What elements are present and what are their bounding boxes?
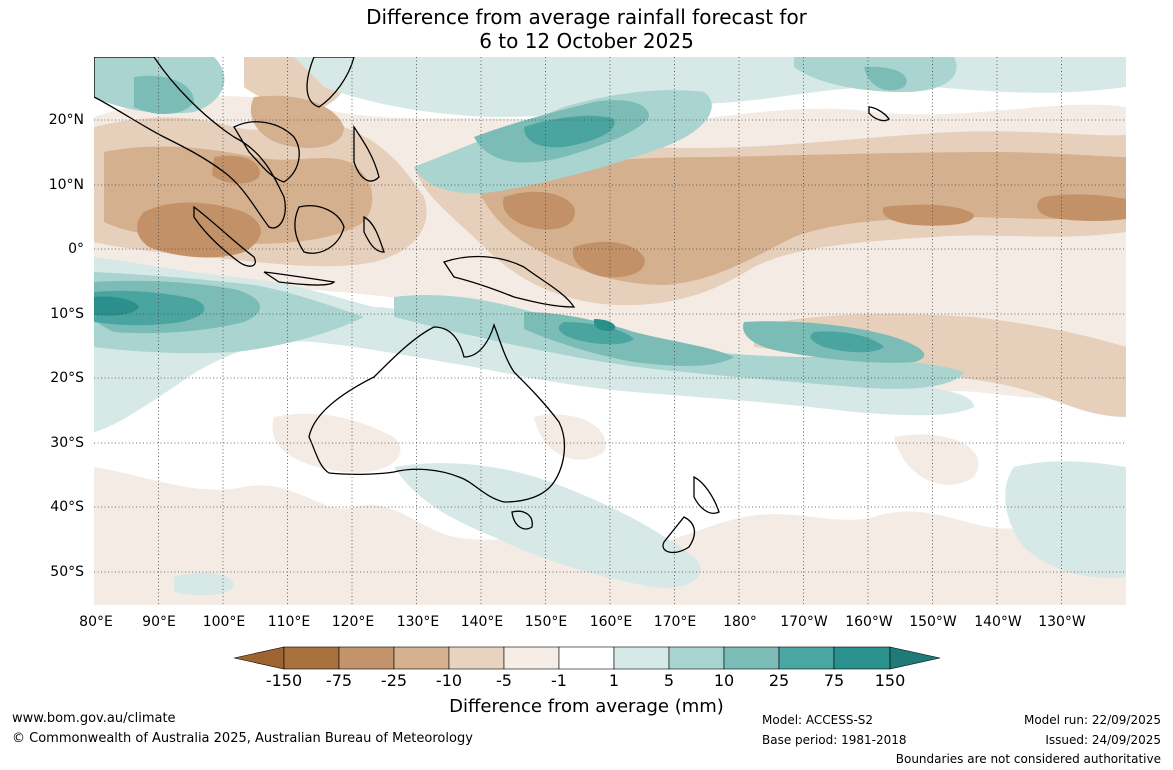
- lon-label-110e: 110°E: [267, 614, 311, 630]
- sulawesi-coastline: [363, 215, 385, 253]
- rainfall-anomaly-map: [94, 57, 1126, 605]
- lon-label-130w: 130°W: [1038, 614, 1086, 630]
- graticule: [94, 57, 1126, 605]
- lon-label-170e: 170°E: [653, 614, 697, 630]
- philippines-coastline: [353, 124, 380, 182]
- asia-mainland-coastline: [94, 57, 286, 229]
- model-name: Model: ACCESS-S2: [762, 713, 874, 727]
- lat-label-40s: 40°S: [50, 499, 84, 515]
- colorbar-tick-m75: -75: [325, 671, 353, 690]
- lat-label-30s: 30°S: [50, 435, 84, 451]
- issued-date: Issued: 24/09/2025: [1045, 733, 1161, 747]
- colorbar-label: Difference from average (mm): [449, 696, 724, 717]
- colorbar-seg-1: [283, 646, 340, 670]
- lon-label-90e: 90°E: [142, 614, 176, 630]
- colorbar-tick-p150: 150: [874, 671, 906, 690]
- base-period: Base period: 1981-2018: [762, 733, 907, 747]
- new-zealand-north-coastline: [693, 475, 720, 514]
- new-guinea-coastline: [442, 255, 576, 308]
- java-coastline: [263, 271, 336, 286]
- sumatra-coastline: [193, 205, 256, 267]
- colorbar-tick-p10: 10: [713, 671, 735, 690]
- colorbar-extend-left: [234, 646, 285, 670]
- colorbar-tick-m25: -25: [380, 671, 408, 690]
- colorbar-seg-5: [503, 646, 560, 670]
- lat-label-10s: 10°S: [50, 306, 84, 322]
- title-line-1: Difference from average rainfall forecas…: [366, 5, 807, 29]
- colorbar-tick-p75: 75: [823, 671, 845, 690]
- lat-label-20s: 20°S: [50, 370, 84, 386]
- hawaii-coastline: [868, 106, 890, 122]
- colorbar-seg-7: [613, 646, 670, 670]
- colorbar-seg-11: [833, 646, 891, 670]
- lon-label-170w: 170°W: [780, 614, 828, 630]
- colorbar-seg-2: [338, 646, 395, 670]
- new-zealand-south-coastline: [662, 516, 696, 554]
- lat-label-20n: 20°N: [48, 112, 84, 128]
- lon-label-180: 180°: [723, 614, 757, 630]
- colorbar-tick-p5: 5: [663, 671, 675, 690]
- coastlines: [94, 57, 890, 554]
- website-link[interactable]: www.bom.gov.au/climate: [12, 711, 176, 726]
- indochina-coastline: [233, 121, 300, 183]
- lon-label-160e: 160°E: [589, 614, 633, 630]
- colorbar-tick-m1: -1: [551, 671, 567, 690]
- lat-label-0: 0°: [68, 241, 84, 257]
- australia-coastline: [308, 323, 566, 503]
- dry-75-region: [137, 155, 1126, 278]
- colorbar-tick-m10: -10: [435, 671, 463, 690]
- lon-label-150w: 150°W: [909, 614, 957, 630]
- colorbar-seg-3: [393, 646, 450, 670]
- colorbar-seg-4: [448, 646, 505, 670]
- title-line-2: 6 to 12 October 2025: [479, 29, 694, 53]
- model-run-date: Model run: 22/09/2025: [1023, 713, 1161, 727]
- lon-label-140w: 140°W: [974, 614, 1022, 630]
- china-coast-coastline: [306, 57, 355, 108]
- colorbar-extend-right: [889, 646, 940, 670]
- boundaries-disclaimer: Boundaries are not considered authoritat…: [895, 752, 1161, 766]
- colorbar-seg-8: [668, 646, 725, 670]
- colorbar-tick-p1: 1: [608, 671, 620, 690]
- colorbar: [234, 646, 940, 670]
- tasmania-coastline: [511, 510, 533, 530]
- lon-label-140e: 140°E: [460, 614, 504, 630]
- colorbar-seg-10: [778, 646, 835, 670]
- colorbar-seg-9: [723, 646, 780, 670]
- copyright-text: © Commonwealth of Australia 2025, Austra…: [12, 731, 473, 746]
- lon-label-120e: 120°E: [331, 614, 375, 630]
- lat-label-10n: 10°N: [48, 177, 84, 193]
- lon-label-150e: 150°E: [524, 614, 568, 630]
- lat-label-50s: 50°S: [50, 564, 84, 580]
- lon-label-130e: 130°E: [396, 614, 440, 630]
- borneo-coastline: [294, 205, 345, 254]
- lon-label-160w: 160°W: [845, 614, 893, 630]
- wet-150-region: [94, 296, 616, 331]
- colorbar-tick-m150: -150: [265, 671, 303, 690]
- lon-label-80e: 80°E: [79, 614, 113, 630]
- colorbar-tick-p25: 25: [768, 671, 790, 690]
- colorbar-tick-m5: -5: [496, 671, 512, 690]
- lon-label-100e: 100°E: [202, 614, 246, 630]
- colorbar-seg-6: [558, 646, 615, 670]
